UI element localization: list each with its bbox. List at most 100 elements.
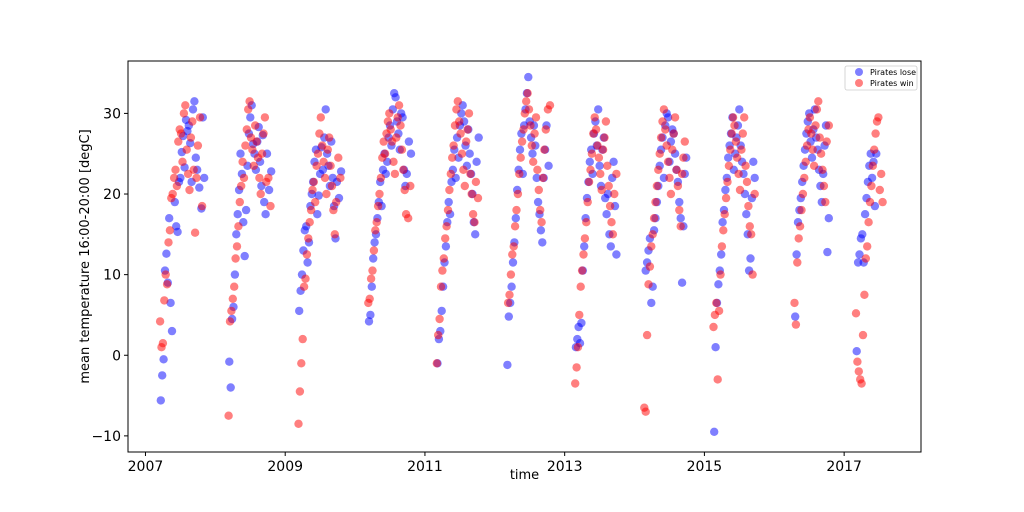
point-win-281 [805, 113, 815, 122]
point-win-114 [397, 145, 407, 154]
point-win-283 [808, 145, 817, 154]
point-win-180 [571, 379, 580, 388]
point-win-64 [299, 282, 309, 291]
point-lose-301 [860, 210, 870, 219]
point-win-239 [680, 137, 689, 146]
point-lose-59 [267, 167, 276, 176]
point-lose-91 [366, 310, 375, 320]
point-win-188 [582, 218, 591, 227]
point-win-243 [713, 375, 722, 384]
point-win-169 [530, 129, 539, 138]
point-win-146 [468, 210, 478, 219]
point-lose-26 [195, 183, 204, 192]
point-win-274 [795, 222, 805, 231]
point-win-216 [648, 230, 657, 239]
point-win-311 [874, 113, 883, 122]
point-lose-245 [717, 250, 726, 259]
point-win-109 [390, 169, 400, 179]
point-win-61 [295, 387, 305, 396]
point-win-184 [576, 282, 585, 291]
point-win-227 [663, 157, 673, 166]
point-win-301 [860, 290, 869, 299]
point-win-260 [737, 145, 746, 154]
point-lose-13 [176, 173, 185, 183]
point-lose-153 [507, 282, 516, 291]
point-win-163 [522, 97, 531, 106]
point-win-91 [365, 294, 374, 303]
point-win-231 [669, 129, 678, 138]
point-win-148 [471, 177, 481, 187]
point-win-122 [435, 314, 444, 324]
point-lose-171 [532, 173, 541, 183]
point-win-182 [573, 343, 583, 352]
point-win-267 [747, 230, 756, 239]
point-win-79 [320, 173, 330, 183]
point-win-251 [724, 161, 734, 170]
point-lose-175 [538, 238, 547, 247]
point-win-87 [332, 197, 341, 207]
y-tick-label-4: 30 [103, 106, 121, 122]
point-win-228 [665, 173, 674, 183]
y-axis: −10 0 10 20 30 [91, 106, 128, 445]
y-tick-label-2: 10 [103, 268, 121, 284]
point-win-70 [308, 185, 317, 195]
point-win-135 [453, 97, 462, 106]
x-tick-label-3: 2013 [547, 459, 583, 475]
point-win-147 [470, 218, 479, 227]
point-lose-45 [246, 113, 255, 122]
point-win-73 [312, 161, 321, 170]
point-lose-92 [367, 282, 376, 291]
point-win-219 [652, 181, 662, 191]
point-win-128 [443, 205, 453, 215]
point-lose-196 [594, 105, 603, 114]
point-win-256 [731, 137, 741, 146]
point-win-257 [733, 153, 742, 162]
point-lose-179 [544, 161, 553, 170]
point-win-145 [467, 189, 476, 199]
x-axis: 2007 2009 2011 2013 2015 2017 [128, 452, 862, 475]
point-win-240 [709, 322, 718, 332]
point-win-97 [373, 201, 383, 211]
point-win-308 [870, 145, 879, 154]
point-win-289 [816, 149, 826, 158]
point-win-192 [587, 149, 597, 158]
point-lose-234 [675, 197, 684, 207]
point-win-230 [668, 145, 677, 154]
point-win-295 [851, 309, 861, 318]
point-win-282 [807, 129, 816, 138]
point-lose-94 [370, 238, 379, 247]
legend: Pirates lose Pirates win [844, 65, 918, 91]
point-lose-168 [528, 149, 537, 158]
point-win-153 [508, 250, 517, 259]
point-win-56 [260, 113, 270, 122]
point-win-302 [861, 254, 870, 263]
point-lose-271 [792, 250, 801, 259]
point-win-225 [661, 125, 670, 134]
point-lose-31 [226, 383, 235, 392]
point-win-83 [326, 161, 335, 170]
point-win-258 [734, 169, 743, 179]
point-win-212 [642, 330, 652, 340]
point-win-98 [375, 189, 384, 199]
point-win-288 [815, 133, 824, 142]
point-win-157 [513, 189, 523, 199]
point-win-293 [822, 137, 831, 146]
point-win-66 [302, 250, 312, 259]
points-layer [155, 72, 887, 436]
point-lose-42 [241, 205, 251, 215]
point-win-167 [527, 141, 536, 150]
point-win-43 [242, 125, 251, 134]
point-win-75 [315, 129, 324, 138]
point-win-176 [540, 145, 549, 154]
point-win-170 [531, 113, 541, 122]
point-win-12 [172, 181, 182, 191]
point-win-183 [575, 310, 584, 320]
point-win-53 [256, 189, 265, 199]
point-win-154 [509, 242, 518, 251]
point-win-211 [641, 407, 650, 416]
point-win-199 [597, 185, 606, 195]
point-lose-79 [321, 105, 330, 114]
point-win-276 [798, 189, 808, 199]
point-lose-151 [504, 312, 513, 321]
point-win-5 [162, 280, 172, 289]
